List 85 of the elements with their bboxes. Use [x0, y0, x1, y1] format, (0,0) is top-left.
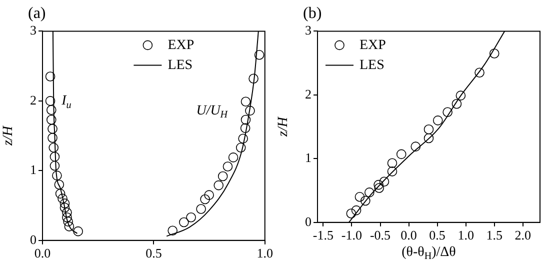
point: [254, 50, 264, 60]
legend-label: EXP: [360, 38, 386, 53]
x-tick-label: 0.5: [146, 246, 162, 261]
point: [45, 96, 56, 106]
y-tick-label: 1: [305, 150, 312, 166]
x-tick-label: 2.0: [514, 228, 532, 243]
x-tick-label: 1.0: [458, 228, 474, 243]
y-tick-label: 0: [30, 232, 36, 247]
point: [354, 192, 365, 202]
point: [351, 205, 362, 216]
point: [73, 226, 83, 236]
point: [360, 196, 370, 206]
point: [55, 188, 66, 199]
point: [45, 72, 56, 82]
point: [52, 170, 62, 180]
point: [474, 68, 484, 78]
y-tick-label: 2: [30, 92, 36, 108]
point: [432, 116, 443, 126]
point: [364, 188, 374, 198]
point: [54, 180, 64, 190]
point: [410, 142, 421, 152]
x-tick-label: 1.5: [486, 228, 502, 243]
y-tick-label: 0: [305, 214, 312, 229]
x-tick-label: -1.5: [312, 228, 334, 243]
point: [452, 98, 462, 109]
point: [60, 198, 70, 208]
point: [238, 134, 248, 144]
point: [240, 114, 251, 125]
point: [346, 208, 356, 218]
point: [58, 194, 68, 204]
point: [214, 180, 224, 190]
point: [50, 152, 60, 162]
point: [222, 162, 233, 172]
point: [63, 216, 73, 226]
point: [240, 123, 250, 134]
x-tick-label: 0.0: [400, 228, 417, 243]
point: [46, 105, 56, 115]
point: [442, 107, 452, 118]
legend-label: EXP: [168, 38, 194, 53]
point: [62, 208, 72, 218]
point: [46, 114, 56, 125]
point: [248, 74, 258, 84]
x-tick-label: -0.5: [370, 228, 391, 243]
point: [236, 142, 246, 153]
y-axis-title: z/H: [276, 116, 292, 138]
y-tick-label: 3: [305, 22, 312, 38]
x-tick-label: -1.0: [341, 228, 362, 243]
y-tick-label: 2: [305, 86, 312, 102]
point: [489, 48, 500, 58]
point: [168, 226, 178, 236]
point: [424, 124, 434, 134]
point: [62, 212, 72, 222]
x-tick-label: 0.5: [429, 228, 446, 243]
point: [48, 132, 58, 143]
point: [204, 190, 214, 200]
point: [218, 171, 228, 182]
point: [240, 96, 251, 107]
point: [186, 212, 196, 222]
x-tick-label: 0.0: [34, 246, 51, 261]
point: [396, 149, 406, 160]
point: [387, 166, 398, 176]
point: [387, 158, 398, 168]
point: [60, 202, 70, 213]
point: [196, 204, 206, 214]
point: [424, 133, 434, 144]
point: [48, 142, 59, 153]
point: [50, 160, 60, 171]
point: [245, 106, 255, 116]
legend-label: LES: [168, 58, 193, 73]
legend-label: LES: [360, 58, 384, 73]
point: [374, 183, 384, 193]
chart-title: (a): [28, 4, 46, 22]
y-tick-label: 1: [30, 162, 36, 178]
point: [374, 180, 384, 190]
chart-title: (b): [303, 4, 322, 22]
x-tick-label: 1.0: [256, 246, 273, 261]
y-tick-label: 3: [30, 22, 36, 38]
point: [64, 222, 74, 232]
point: [179, 217, 189, 228]
point: [228, 152, 238, 162]
point: [456, 90, 466, 100]
point: [200, 194, 210, 204]
y-axis-title: z/H: [1, 125, 16, 147]
point: [48, 124, 58, 134]
point: [379, 176, 390, 187]
